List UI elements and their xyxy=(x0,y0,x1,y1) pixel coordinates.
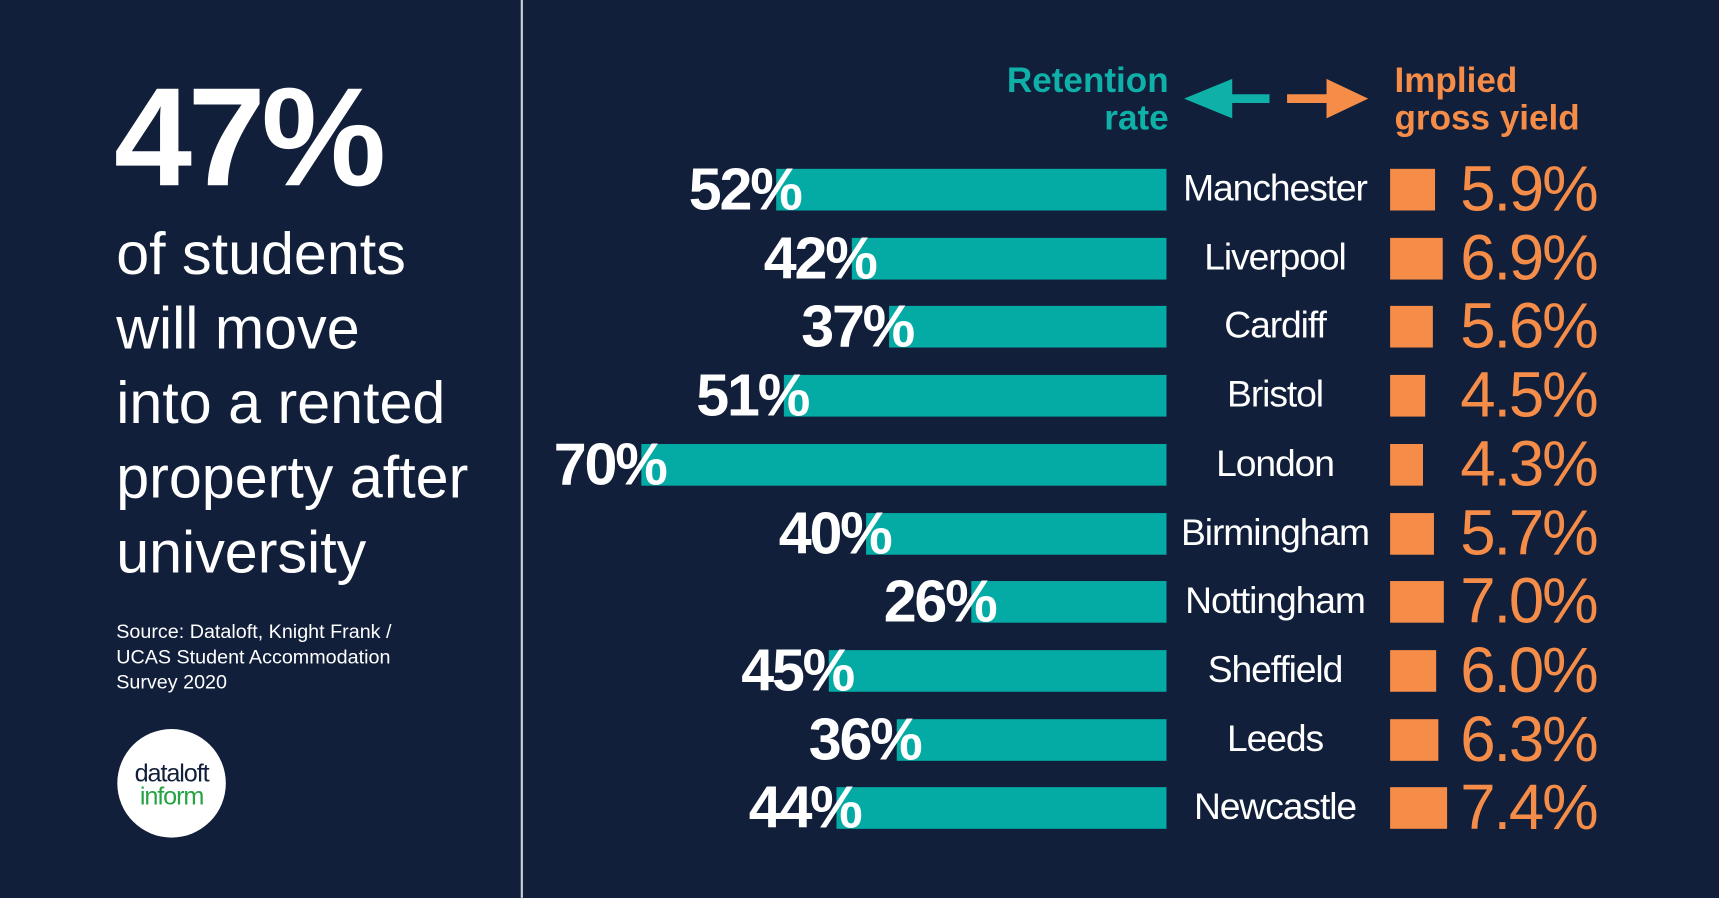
city-label: Birmingham xyxy=(1181,511,1370,554)
chart-row: 40% Birmingham 5.7% xyxy=(0,501,1719,565)
yield-label: 4.3% xyxy=(1460,428,1598,500)
city-label: Bristol xyxy=(1227,373,1324,416)
retention-bar xyxy=(851,237,1167,280)
yield-label: 6.3% xyxy=(1460,703,1598,775)
retention-legend-label: Retention rate xyxy=(1006,60,1169,138)
city-label: Newcastle xyxy=(1193,786,1357,829)
retention-legend: Retention rate xyxy=(1004,60,1169,138)
yield-square xyxy=(1390,718,1439,761)
retention-bar xyxy=(829,649,1167,692)
city-label: Nottingham xyxy=(1185,580,1366,622)
headline-line: property after xyxy=(116,445,469,511)
retention-label: 42% xyxy=(763,225,878,292)
chart-row: 51% Bristol 4.5% xyxy=(0,364,1719,428)
yield-label: 7.0% xyxy=(1460,565,1598,638)
yield-square xyxy=(1390,512,1434,555)
source-note: Source: Dataloft, Knight Frank / UCAS St… xyxy=(116,620,392,693)
right-arrow-icon xyxy=(1287,78,1369,119)
left-arrow-icon xyxy=(1184,78,1270,119)
city-label: Sheffield xyxy=(1207,648,1344,691)
headline-line: into a rented xyxy=(116,370,446,437)
retention-label: 36% xyxy=(808,706,923,773)
yield-label: 6.9% xyxy=(1460,222,1598,294)
headline-line: of students xyxy=(116,221,406,288)
headline-line: will move xyxy=(116,296,360,362)
yield-square xyxy=(1390,649,1437,692)
yield-square xyxy=(1390,306,1434,348)
chart-row: 26% Nottingham 7.0% xyxy=(0,570,1719,634)
city-label: Manchester xyxy=(1183,167,1368,210)
retention-label: 52% xyxy=(688,156,803,223)
yield-square xyxy=(1390,443,1424,486)
retention-label: 37% xyxy=(801,294,915,361)
chart-row: 45% Sheffield 6.0% xyxy=(0,638,1719,702)
yield-square xyxy=(1390,581,1444,623)
retention-label: 70% xyxy=(553,431,668,498)
yield-square xyxy=(1390,237,1444,280)
city-label: Cardiff xyxy=(1224,305,1327,347)
yield-label: 5.7% xyxy=(1460,497,1598,569)
yield-square xyxy=(1390,787,1447,830)
yield-label: 6.0% xyxy=(1460,634,1598,706)
yield-square xyxy=(1390,168,1436,211)
yield-legend: Implied gross yield xyxy=(1394,61,1580,136)
arrows-icon xyxy=(1184,78,1369,119)
city-label: Liverpool xyxy=(1204,236,1347,279)
chart-row: 52% Manchester 5.9% xyxy=(0,157,1719,221)
yield-label: 5.9% xyxy=(1460,153,1598,225)
retention-label: 40% xyxy=(778,500,893,567)
retention-bar xyxy=(866,512,1167,555)
retention-bar xyxy=(889,306,1167,348)
headline-text: of students will move into a rented prop… xyxy=(116,217,511,590)
headline-stat: 47% xyxy=(114,59,386,216)
yield-label: 7.4% xyxy=(1460,772,1598,844)
city-label: London xyxy=(1216,442,1335,485)
logo-text: dataloft xyxy=(134,758,210,788)
retention-bar xyxy=(784,375,1167,417)
retention-bar xyxy=(896,718,1167,761)
retention-label: 26% xyxy=(883,569,998,635)
headline-line: university xyxy=(116,519,367,586)
retention-label: 51% xyxy=(696,362,810,429)
dataloft-logo: dataloft inform xyxy=(117,729,226,838)
yield-label: 5.6% xyxy=(1460,290,1598,363)
chart-row: 42% Liverpool 6.9% xyxy=(0,226,1719,290)
yield-label: 4.5% xyxy=(1460,359,1598,431)
retention-label: 45% xyxy=(741,637,855,704)
retention-bar xyxy=(641,443,1167,486)
chart-row: 70% London 4.3% xyxy=(0,432,1719,496)
retention-bar xyxy=(836,787,1167,830)
city-label: Leeds xyxy=(1226,717,1324,760)
chart-row: 36% Leeds 6.3% xyxy=(0,707,1719,771)
retention-bar xyxy=(971,581,1167,623)
logo-text: inform xyxy=(139,781,205,811)
retention-label: 44% xyxy=(748,775,863,842)
yield-legend-label: Implied gross yield xyxy=(1394,60,1580,138)
chart-row: 37% Cardiff 5.6% xyxy=(0,295,1719,359)
divider xyxy=(520,0,523,898)
yield-square xyxy=(1390,375,1425,417)
chart-row: 44% Newcastle 7.4% xyxy=(0,776,1719,840)
retention-bar xyxy=(776,168,1167,211)
